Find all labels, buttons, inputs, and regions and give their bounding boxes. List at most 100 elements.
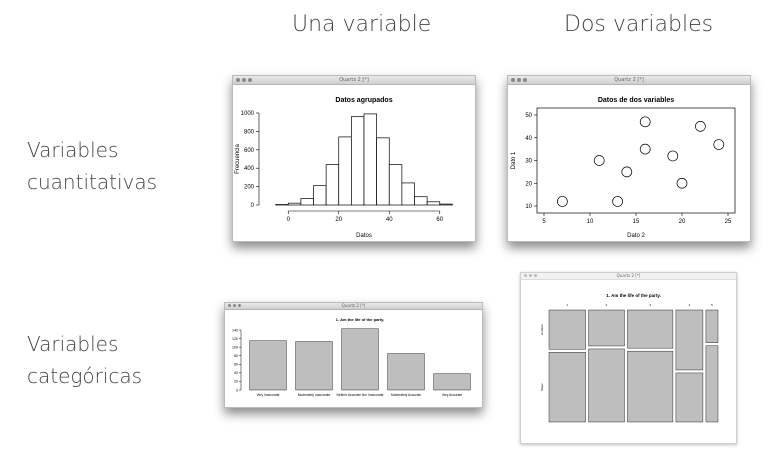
scatter-point [667, 150, 679, 162]
histogram-window[interactable]: Quartz 2 [*] Datos agrupados 0 20 40 60 0 200 4… [232, 75, 476, 242]
x-tick-label: 5 [542, 219, 546, 225]
window-title: Quartz 2 [*] [614, 77, 644, 83]
minimize-dot-icon[interactable] [517, 78, 521, 82]
histogram-bar [313, 185, 327, 206]
x-tick-label: 40 [386, 217, 393, 223]
x-tick-label: 25 [725, 219, 732, 225]
close-dot-icon[interactable] [228, 304, 231, 307]
x-tick-label: Neither Accurate Nor Inaccurate [337, 393, 384, 397]
x-category-label: 2 [606, 303, 608, 307]
histogram-bar [300, 198, 314, 206]
x-tick-label: 20 [679, 219, 686, 225]
window-title: Quartz 2 [*] [616, 273, 641, 278]
window-title: Quartz 2 [*] [341, 303, 366, 308]
x-tick-label: Very Inaccurate [257, 393, 280, 397]
y-tick-label: 600 [244, 148, 255, 154]
histogram-bar [401, 182, 415, 206]
window-titlebar[interactable]: Quartz 2 [*] [508, 76, 750, 85]
close-dot-icon[interactable] [236, 78, 240, 82]
close-dot-icon[interactable] [511, 78, 515, 82]
zoom-dot-icon[interactable] [238, 304, 241, 307]
histogram-bar [439, 203, 453, 206]
zoom-dot-icon[interactable] [523, 78, 527, 82]
minimize-dot-icon[interactable] [233, 304, 236, 307]
mosaic-window[interactable]: Quartz 2 [*] 1. Am the life of the party… [520, 272, 737, 444]
column-header-una-variable: Una variable [292, 12, 432, 37]
scatter-point [612, 196, 623, 207]
histogram-bar [388, 164, 403, 206]
y-tick-label: 20 [234, 380, 238, 384]
y-category-label: Mujer [540, 383, 544, 391]
chart-title: 1. Am the life of the party. [336, 317, 384, 322]
y-tick-label: 200 [244, 185, 255, 191]
scatter-point [621, 166, 633, 178]
x-category-label: 4 [689, 303, 691, 307]
mosaic-cell [548, 309, 586, 350]
y-tick-label: 0 [251, 203, 255, 209]
scatter-point [593, 155, 605, 166]
y-tick-label: 140 [232, 328, 238, 332]
close-dot-icon[interactable] [524, 274, 527, 277]
window-titlebar[interactable]: Quartz 2 [*] [225, 303, 482, 310]
minimize-dot-icon[interactable] [242, 78, 246, 82]
row-header-line: Variables [27, 332, 119, 356]
mosaic-cell [627, 350, 674, 423]
y-tick-label: 0 [236, 388, 238, 392]
mosaic-cell [548, 352, 586, 423]
zoom-dot-icon[interactable] [534, 274, 537, 277]
barchart-window[interactable]: Quartz 2 [*] 1. Am the life of the party… [224, 302, 483, 408]
bar [295, 341, 333, 391]
zoom-dot-icon[interactable] [248, 78, 252, 82]
scatter-point [676, 177, 688, 189]
x-tick-label: 10 [587, 219, 594, 225]
chart-title: 1. Am the life of the party. [606, 293, 661, 298]
mosaic-cell [588, 348, 625, 423]
x-tick-label: Very Accurate [442, 393, 463, 397]
plot-frame [536, 107, 736, 214]
mosaic-chart: 1. Am the life of the party. 1 2 3 4 5 Hombre M… [540, 293, 719, 423]
histogram-bar [363, 113, 377, 206]
minimize-dot-icon[interactable] [529, 274, 532, 277]
chart-title: Datos de dos variables [598, 97, 674, 104]
x-tick-label: 15 [633, 219, 640, 225]
y-tick-label: 100 [232, 345, 238, 349]
x-axis-label: Datos [356, 233, 372, 239]
mosaic-cell [705, 345, 719, 423]
bar-chart: 1. Am the life of the party. 0 20 40 60 80 100… [232, 317, 471, 397]
y-category-label: Hombre [540, 324, 544, 335]
y-tick-label: 1000 [241, 111, 255, 117]
y-tick-label: 40 [234, 371, 238, 375]
histogram-bar [351, 116, 365, 206]
y-tick-label: 400 [244, 166, 255, 172]
row-header-categoricas: Variables categóricas [27, 328, 142, 392]
x-category-label: 3 [649, 303, 651, 307]
histogram-bar [414, 196, 428, 206]
column-header-dos-variables: Dos variables [564, 12, 714, 37]
y-axis-label: Dato 1 [511, 151, 517, 169]
x-tick-label: 60 [436, 217, 443, 223]
scatter-window[interactable]: Quartz 2 [*] Datos de dos variables 5 10 15… [507, 75, 751, 242]
mosaic-cell [675, 372, 704, 423]
x-category-label: 5 [711, 303, 713, 307]
histogram-bar [338, 136, 352, 206]
y-tick-label: 60 [234, 363, 238, 367]
x-tick-label: Moderately Accurate [391, 393, 421, 397]
window-titlebar[interactable]: Quartz 2 [*] [521, 273, 736, 280]
row-header-line: Variables [27, 138, 119, 162]
x-category-label: 1 [566, 303, 568, 307]
y-tick-label: 30 [525, 159, 532, 165]
y-axis-label: Frecuencia [235, 144, 241, 174]
bar [341, 328, 379, 391]
mosaic-cell [627, 309, 674, 349]
histogram-bar [287, 202, 302, 206]
row-header-line: cuantitativas [27, 170, 158, 194]
window-titlebar[interactable]: Quartz 2 [*] [233, 76, 475, 85]
scatter-chart: Datos de dos variables 5 10 15 20 25 10 20 30 40 5… [511, 97, 736, 239]
y-tick-label: 50 [525, 113, 532, 119]
y-tick-label: 20 [525, 181, 532, 187]
y-tick-label: 120 [232, 337, 238, 341]
bar [387, 353, 425, 391]
scatter-point [639, 116, 651, 128]
histogram-bar [376, 137, 390, 206]
